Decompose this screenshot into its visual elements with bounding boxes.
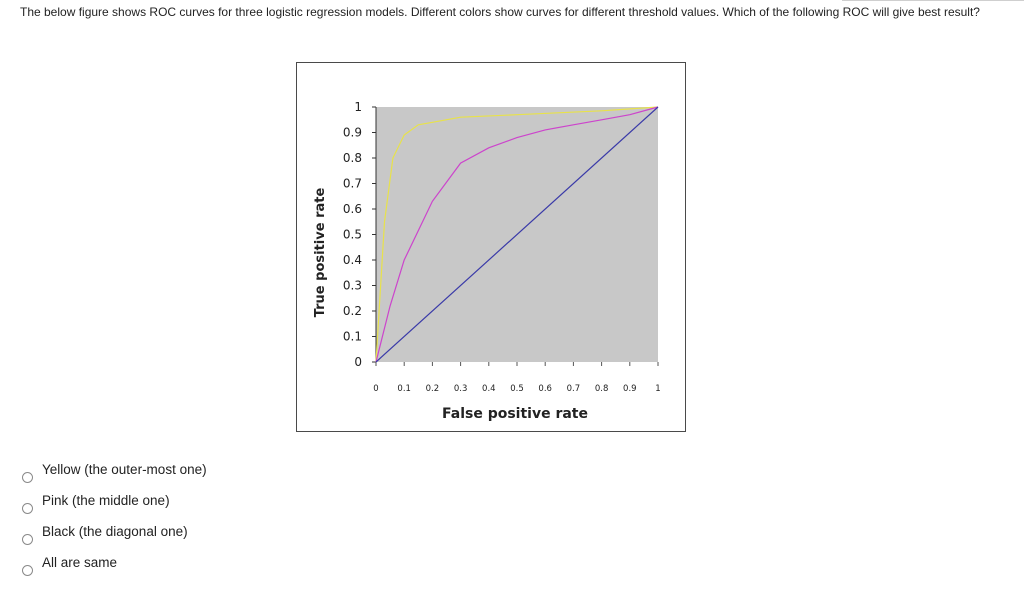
top-divider xyxy=(842,0,1024,1)
x-tick-label: 0.5 xyxy=(510,384,524,394)
radio-button[interactable] xyxy=(22,565,33,576)
option-label: Yellow (the outer-most one) xyxy=(42,462,207,477)
x-tick-label: 0.9 xyxy=(623,384,637,394)
x-tick-label: 1 xyxy=(655,384,660,394)
x-tick-label: 0.3 xyxy=(454,384,468,394)
option-label: All are same xyxy=(42,555,118,570)
y-tick-label: 0.5 xyxy=(343,228,362,242)
radio-button[interactable] xyxy=(22,472,33,483)
x-tick-label: 0.7 xyxy=(567,384,581,394)
y-tick-label: 0.8 xyxy=(343,151,362,165)
x-tick-label: 0.8 xyxy=(595,384,609,394)
y-tick-label: 0.9 xyxy=(343,126,362,140)
roc-curve-1 xyxy=(375,106,659,363)
x-tick-label: 0.1 xyxy=(397,384,411,394)
x-tick-label: 0.6 xyxy=(538,384,552,394)
y-tick-label: 0.4 xyxy=(343,253,362,267)
roc-chart: 0 0.1 0.2 0.3 0.4 0.5 0.6 0.7 0.8 0.9 1 0 0.1 0.2 0.3 0… xyxy=(313,100,661,422)
roc-curve-2 xyxy=(375,106,659,363)
y-tick-label: 1 xyxy=(354,100,362,114)
question-text: The below figure shows ROC curves for th… xyxy=(20,5,980,19)
radio-button[interactable] xyxy=(22,534,33,545)
x-tick-label: 0.2 xyxy=(426,384,440,394)
radio-button[interactable] xyxy=(22,503,33,514)
x-tick-label: 0.4 xyxy=(482,384,496,394)
y-tick-label: 0.1 xyxy=(343,330,362,344)
option-label: Black (the diagonal one) xyxy=(42,524,188,539)
y-tick-label: 0 xyxy=(354,355,362,369)
y-tick-label: 0.7 xyxy=(343,177,362,191)
y-tick-label: 0.3 xyxy=(343,279,362,293)
roc-curve-0 xyxy=(375,106,659,363)
x-tick-label: 0 xyxy=(373,384,378,394)
x-axis-label: False positive rate xyxy=(442,406,588,422)
y-tick-label: 0.2 xyxy=(343,304,362,318)
option-label: Pink (the middle one) xyxy=(42,493,170,508)
y-tick-label: 0.6 xyxy=(343,202,362,216)
y-axis-label: True positive rate xyxy=(313,188,328,318)
roc-figure: 0 0.1 0.2 0.3 0.4 0.5 0.6 0.7 0.8 0.9 1 0 0.1 0.2 0.3 0… xyxy=(296,62,686,432)
